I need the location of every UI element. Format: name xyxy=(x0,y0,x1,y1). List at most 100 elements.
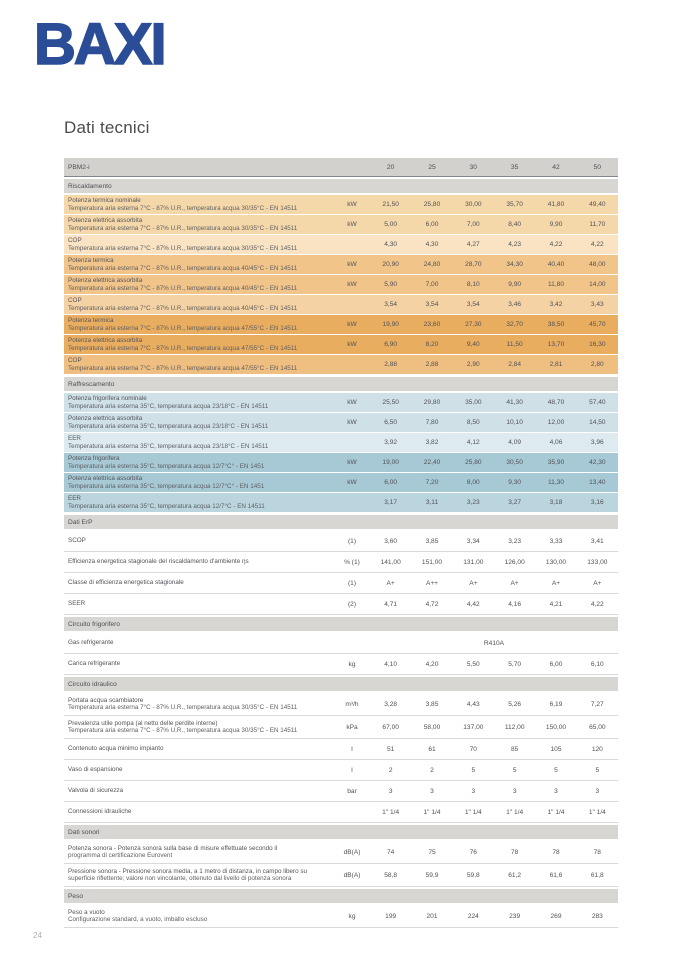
row-unit xyxy=(334,295,370,314)
table-row: Connessioni idrauliche 1" 1/4 1" 1/4 1" 1/4… xyxy=(64,802,618,823)
row-title: Potenza elettrica assorbita xyxy=(68,217,143,225)
row-value: 34,30 xyxy=(506,261,523,268)
row-value: 3,82 xyxy=(425,439,439,446)
row-value: 3,18 xyxy=(549,499,563,506)
row-value: 6,50 xyxy=(384,419,398,426)
row-value: 4,06 xyxy=(549,439,563,446)
row-title: Potenza termica nominale xyxy=(68,197,141,205)
row-value: 9,90 xyxy=(549,221,563,228)
row-value: 4,71 xyxy=(384,600,398,608)
row-value: 29,80 xyxy=(423,399,441,406)
header-col-35: 35 xyxy=(510,163,519,171)
row-value: 5,50 xyxy=(466,660,480,668)
row-label: Potenza elettrica assorbita Temperatura a… xyxy=(64,473,334,492)
row-value: 67,00 xyxy=(382,723,399,731)
table-row: Vaso di espansione l 2 2 5 5 5 5 xyxy=(64,760,618,781)
row-unit xyxy=(334,633,370,653)
row-title: Potenza elettrica assorbita xyxy=(68,415,143,423)
section-label: Circuito frigorifero xyxy=(68,620,121,628)
table-row: Potenza frigorifera nominale Temperatura … xyxy=(64,393,618,413)
row-value: 4,20 xyxy=(425,660,439,668)
table-row: Potenza elettrica assorbita Temperatura a… xyxy=(64,335,618,355)
table-row: Valvola di sicurezza bar 3 3 3 3 3 3 xyxy=(64,781,618,802)
row-condition: Temperatura aria esterna 35°C, temperatu… xyxy=(68,402,269,410)
row-value: 30,50 xyxy=(506,459,523,466)
row-condition: Temperatura aria esterna 7°C - 87% U.R.,… xyxy=(68,244,298,252)
row-value: 6,00 xyxy=(384,479,398,486)
row-title: Potenza termica xyxy=(68,317,114,325)
row-value: A+ xyxy=(386,579,395,587)
row-value: 133,00 xyxy=(587,558,608,566)
row-value: 3,54 xyxy=(466,301,480,308)
row-value: 1" 1/4 xyxy=(547,808,565,816)
row-value: 3,60 xyxy=(384,537,398,545)
row-value: 4,09 xyxy=(508,439,522,446)
row-title: Potenza frigorifera xyxy=(68,455,120,463)
row-unit: kW xyxy=(347,201,357,208)
row-value: 35,00 xyxy=(465,399,482,406)
row-value: 5 xyxy=(471,766,476,774)
table-row: COP Temperatura aria esterna 7°C - 87% U.… xyxy=(64,235,618,255)
row-unit xyxy=(334,355,370,374)
section-header-row: Riscaldamento xyxy=(64,177,618,195)
row-value: 3,46 xyxy=(508,301,522,308)
row-value: 1" 1/4 xyxy=(423,808,441,816)
row-title: Portata acqua scambiatore xyxy=(68,696,144,704)
row-value: 8,00 xyxy=(466,479,480,486)
section-label: Peso xyxy=(68,892,84,900)
row-value: 4,42 xyxy=(466,600,480,608)
row-value: 6,00 xyxy=(425,221,439,228)
row-value: 4,30 xyxy=(384,241,398,248)
row-value: 239 xyxy=(509,912,521,920)
section-label: Riscaldamento xyxy=(68,182,112,190)
row-value: 3 xyxy=(430,787,434,795)
row-value: A++ xyxy=(425,579,439,587)
row-value: 70 xyxy=(469,745,477,753)
table-row: Portata acqua scambiatore Temperatura ari… xyxy=(64,693,618,716)
row-label: Potenza sonora - Potenza sonora sulla ba… xyxy=(64,841,334,863)
row-unit xyxy=(334,493,370,512)
table-row: Potenza termica Temperatura aria esterna … xyxy=(64,315,618,335)
row-value: 4,10 xyxy=(384,660,398,668)
row-value: 4,30 xyxy=(425,241,439,248)
row-value: 199 xyxy=(385,912,397,920)
row-value: 5,00 xyxy=(384,221,398,228)
row-value: 3,92 xyxy=(384,439,398,446)
row-title: COP xyxy=(68,357,82,365)
row-value: 3,54 xyxy=(425,301,439,308)
row-value: 2,80 xyxy=(590,361,604,368)
row-label: SCOP xyxy=(64,531,334,551)
row-value: 2,81 xyxy=(549,361,563,368)
row-value: 16,30 xyxy=(589,341,606,348)
table-row: Pressione sonora - Pressione sonora medi… xyxy=(64,864,618,887)
row-value: 85 xyxy=(510,745,519,753)
row-value: 3,33 xyxy=(549,537,563,545)
row-unit: kg xyxy=(348,912,356,920)
header-col-42: 42 xyxy=(552,163,560,171)
row-value: 141,00 xyxy=(380,558,401,566)
row-value: 75 xyxy=(428,848,436,856)
row-unit: % (1) xyxy=(344,558,360,566)
row-label: Portata acqua scambiatore Temperatura ari… xyxy=(64,693,334,715)
row-condition: Temperatura aria esterna 7°C - 87% U.R.,… xyxy=(68,727,298,734)
row-value: 2,90 xyxy=(466,361,480,368)
row-value: 105 xyxy=(550,745,562,753)
row-value: 58,8 xyxy=(384,871,398,879)
row-condition: Temperatura aria esterna 7°C - 87% U.R.,… xyxy=(68,264,298,272)
row-value: 40,40 xyxy=(547,261,565,268)
row-label: EER Temperatura aria esterna 35°C, temper… xyxy=(64,493,334,512)
row-title: Vaso di espansione xyxy=(68,766,123,774)
row-title: COP xyxy=(68,297,82,305)
page-title: Dati tecnici xyxy=(64,118,150,137)
row-value: A+ xyxy=(551,579,561,587)
row-value: 4,21 xyxy=(549,600,563,608)
row-value: 269 xyxy=(550,912,562,920)
row-value: 38,50 xyxy=(547,321,565,328)
row-value: 11,30 xyxy=(547,479,564,486)
row-condition: Temperatura aria esterna 7°C - 87% U.R.,… xyxy=(68,224,298,232)
row-label: Potenza elettrica assorbita Temperatura a… xyxy=(64,215,334,234)
table-row: Contenuto acqua minimo impianto l 51 61 70 85… xyxy=(64,739,618,760)
row-unit: kW xyxy=(347,261,357,268)
row-unit: dB(A) xyxy=(343,848,361,856)
